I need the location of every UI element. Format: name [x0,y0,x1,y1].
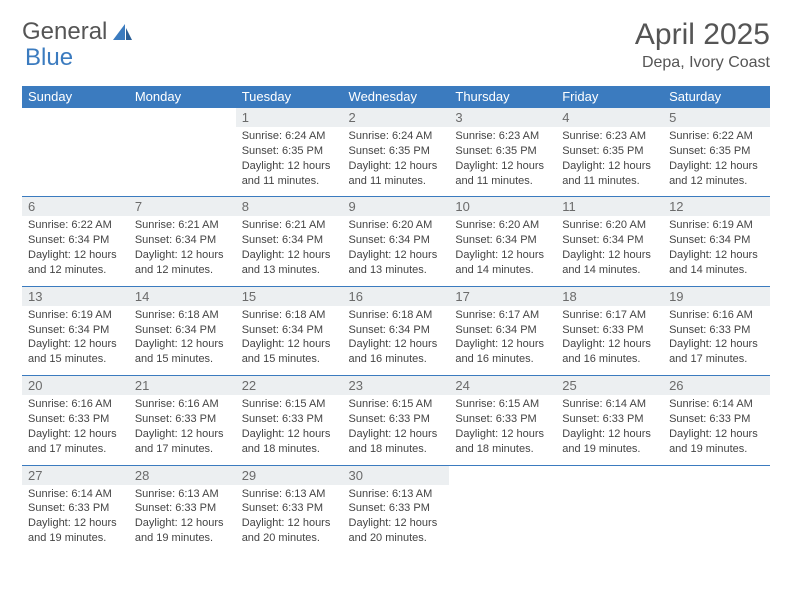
day-number-cell: 18 [556,286,663,306]
day-number-cell: 6 [22,197,129,217]
day-info-cell: Sunrise: 6:17 AMSunset: 6:34 PMDaylight:… [449,306,556,376]
weekday-header: Wednesday [343,86,450,108]
day-number-row: 13141516171819 [22,286,770,306]
header: General April 2025 Depa, Ivory Coast [22,18,770,72]
calendar-table: Sunday Monday Tuesday Wednesday Thursday… [22,86,770,554]
day-info-cell [663,485,770,554]
title-block: April 2025 Depa, Ivory Coast [635,18,770,72]
day-info-cell: Sunrise: 6:15 AMSunset: 6:33 PMDaylight:… [343,395,450,465]
day-number-cell: 22 [236,376,343,396]
day-number-cell [449,465,556,485]
day-info-cell: Sunrise: 6:18 AMSunset: 6:34 PMDaylight:… [129,306,236,376]
day-info-cell: Sunrise: 6:14 AMSunset: 6:33 PMDaylight:… [556,395,663,465]
day-number-cell: 3 [449,108,556,128]
day-number-cell: 21 [129,376,236,396]
day-number-cell: 11 [556,197,663,217]
day-number-cell: 26 [663,376,770,396]
weekday-header: Saturday [663,86,770,108]
page-title: April 2025 [635,18,770,52]
day-number-cell: 29 [236,465,343,485]
day-info-cell: Sunrise: 6:23 AMSunset: 6:35 PMDaylight:… [449,127,556,197]
day-info-cell: Sunrise: 6:15 AMSunset: 6:33 PMDaylight:… [236,395,343,465]
day-info-cell: Sunrise: 6:14 AMSunset: 6:33 PMDaylight:… [22,485,129,554]
day-number-row: 27282930 [22,465,770,485]
day-info-cell: Sunrise: 6:16 AMSunset: 6:33 PMDaylight:… [22,395,129,465]
day-number-cell [129,108,236,128]
day-info-cell: Sunrise: 6:15 AMSunset: 6:33 PMDaylight:… [449,395,556,465]
day-number-cell: 5 [663,108,770,128]
day-info-cell: Sunrise: 6:17 AMSunset: 6:33 PMDaylight:… [556,306,663,376]
weekday-row: Sunday Monday Tuesday Wednesday Thursday… [22,86,770,108]
day-number-cell: 4 [556,108,663,128]
day-number-cell: 9 [343,197,450,217]
day-info-cell [449,485,556,554]
weekday-header: Friday [556,86,663,108]
day-number-row: 12345 [22,108,770,128]
day-info-row: Sunrise: 6:14 AMSunset: 6:33 PMDaylight:… [22,485,770,554]
day-number-cell: 20 [22,376,129,396]
day-info-cell: Sunrise: 6:16 AMSunset: 6:33 PMDaylight:… [663,306,770,376]
day-info-row: Sunrise: 6:19 AMSunset: 6:34 PMDaylight:… [22,306,770,376]
logo-sail-icon [111,22,133,42]
day-info-cell: Sunrise: 6:14 AMSunset: 6:33 PMDaylight:… [663,395,770,465]
day-info-cell: Sunrise: 6:21 AMSunset: 6:34 PMDaylight:… [129,216,236,286]
weekday-header: Tuesday [236,86,343,108]
day-info-cell: Sunrise: 6:22 AMSunset: 6:34 PMDaylight:… [22,216,129,286]
weekday-header: Thursday [449,86,556,108]
day-info-cell: Sunrise: 6:18 AMSunset: 6:34 PMDaylight:… [236,306,343,376]
day-number-row: 20212223242526 [22,376,770,396]
day-number-cell: 23 [343,376,450,396]
day-number-cell: 27 [22,465,129,485]
day-number-cell: 28 [129,465,236,485]
day-number-cell: 10 [449,197,556,217]
day-number-cell: 30 [343,465,450,485]
weekday-header: Monday [129,86,236,108]
day-info-row: Sunrise: 6:16 AMSunset: 6:33 PMDaylight:… [22,395,770,465]
day-number-cell: 7 [129,197,236,217]
day-number-cell [22,108,129,128]
location: Depa, Ivory Coast [635,54,770,72]
day-info-cell: Sunrise: 6:18 AMSunset: 6:34 PMDaylight:… [343,306,450,376]
day-info-cell: Sunrise: 6:24 AMSunset: 6:35 PMDaylight:… [343,127,450,197]
day-info-cell [22,127,129,197]
day-number-cell: 14 [129,286,236,306]
day-info-cell: Sunrise: 6:20 AMSunset: 6:34 PMDaylight:… [343,216,450,286]
day-info-cell: Sunrise: 6:16 AMSunset: 6:33 PMDaylight:… [129,395,236,465]
day-info-cell: Sunrise: 6:13 AMSunset: 6:33 PMDaylight:… [236,485,343,554]
day-info-cell: Sunrise: 6:23 AMSunset: 6:35 PMDaylight:… [556,127,663,197]
day-info-row: Sunrise: 6:22 AMSunset: 6:34 PMDaylight:… [22,216,770,286]
calendar-head: Sunday Monday Tuesday Wednesday Thursday… [22,86,770,108]
weekday-header: Sunday [22,86,129,108]
day-info-cell: Sunrise: 6:20 AMSunset: 6:34 PMDaylight:… [556,216,663,286]
day-number-cell: 24 [449,376,556,396]
day-number-cell: 15 [236,286,343,306]
day-number-cell: 16 [343,286,450,306]
day-info-cell: Sunrise: 6:20 AMSunset: 6:34 PMDaylight:… [449,216,556,286]
day-number-cell: 12 [663,197,770,217]
logo-text-2: Blue [25,44,73,72]
day-number-cell: 2 [343,108,450,128]
day-number-cell: 13 [22,286,129,306]
day-info-cell: Sunrise: 6:19 AMSunset: 6:34 PMDaylight:… [663,216,770,286]
day-info-cell: Sunrise: 6:22 AMSunset: 6:35 PMDaylight:… [663,127,770,197]
day-number-cell: 1 [236,108,343,128]
day-info-cell [129,127,236,197]
day-number-cell [663,465,770,485]
day-number-cell: 8 [236,197,343,217]
day-info-cell: Sunrise: 6:19 AMSunset: 6:34 PMDaylight:… [22,306,129,376]
day-info-row: Sunrise: 6:24 AMSunset: 6:35 PMDaylight:… [22,127,770,197]
day-info-cell: Sunrise: 6:13 AMSunset: 6:33 PMDaylight:… [129,485,236,554]
day-number-cell: 19 [663,286,770,306]
day-number-cell: 17 [449,286,556,306]
day-info-cell [556,485,663,554]
calendar-body: 12345Sunrise: 6:24 AMSunset: 6:35 PMDayl… [22,108,770,554]
day-info-cell: Sunrise: 6:13 AMSunset: 6:33 PMDaylight:… [343,485,450,554]
day-info-cell: Sunrise: 6:24 AMSunset: 6:35 PMDaylight:… [236,127,343,197]
day-info-cell: Sunrise: 6:21 AMSunset: 6:34 PMDaylight:… [236,216,343,286]
logo: General [22,18,135,46]
day-number-cell [556,465,663,485]
day-number-cell: 25 [556,376,663,396]
logo-text-1: General [22,18,107,46]
day-number-row: 6789101112 [22,197,770,217]
